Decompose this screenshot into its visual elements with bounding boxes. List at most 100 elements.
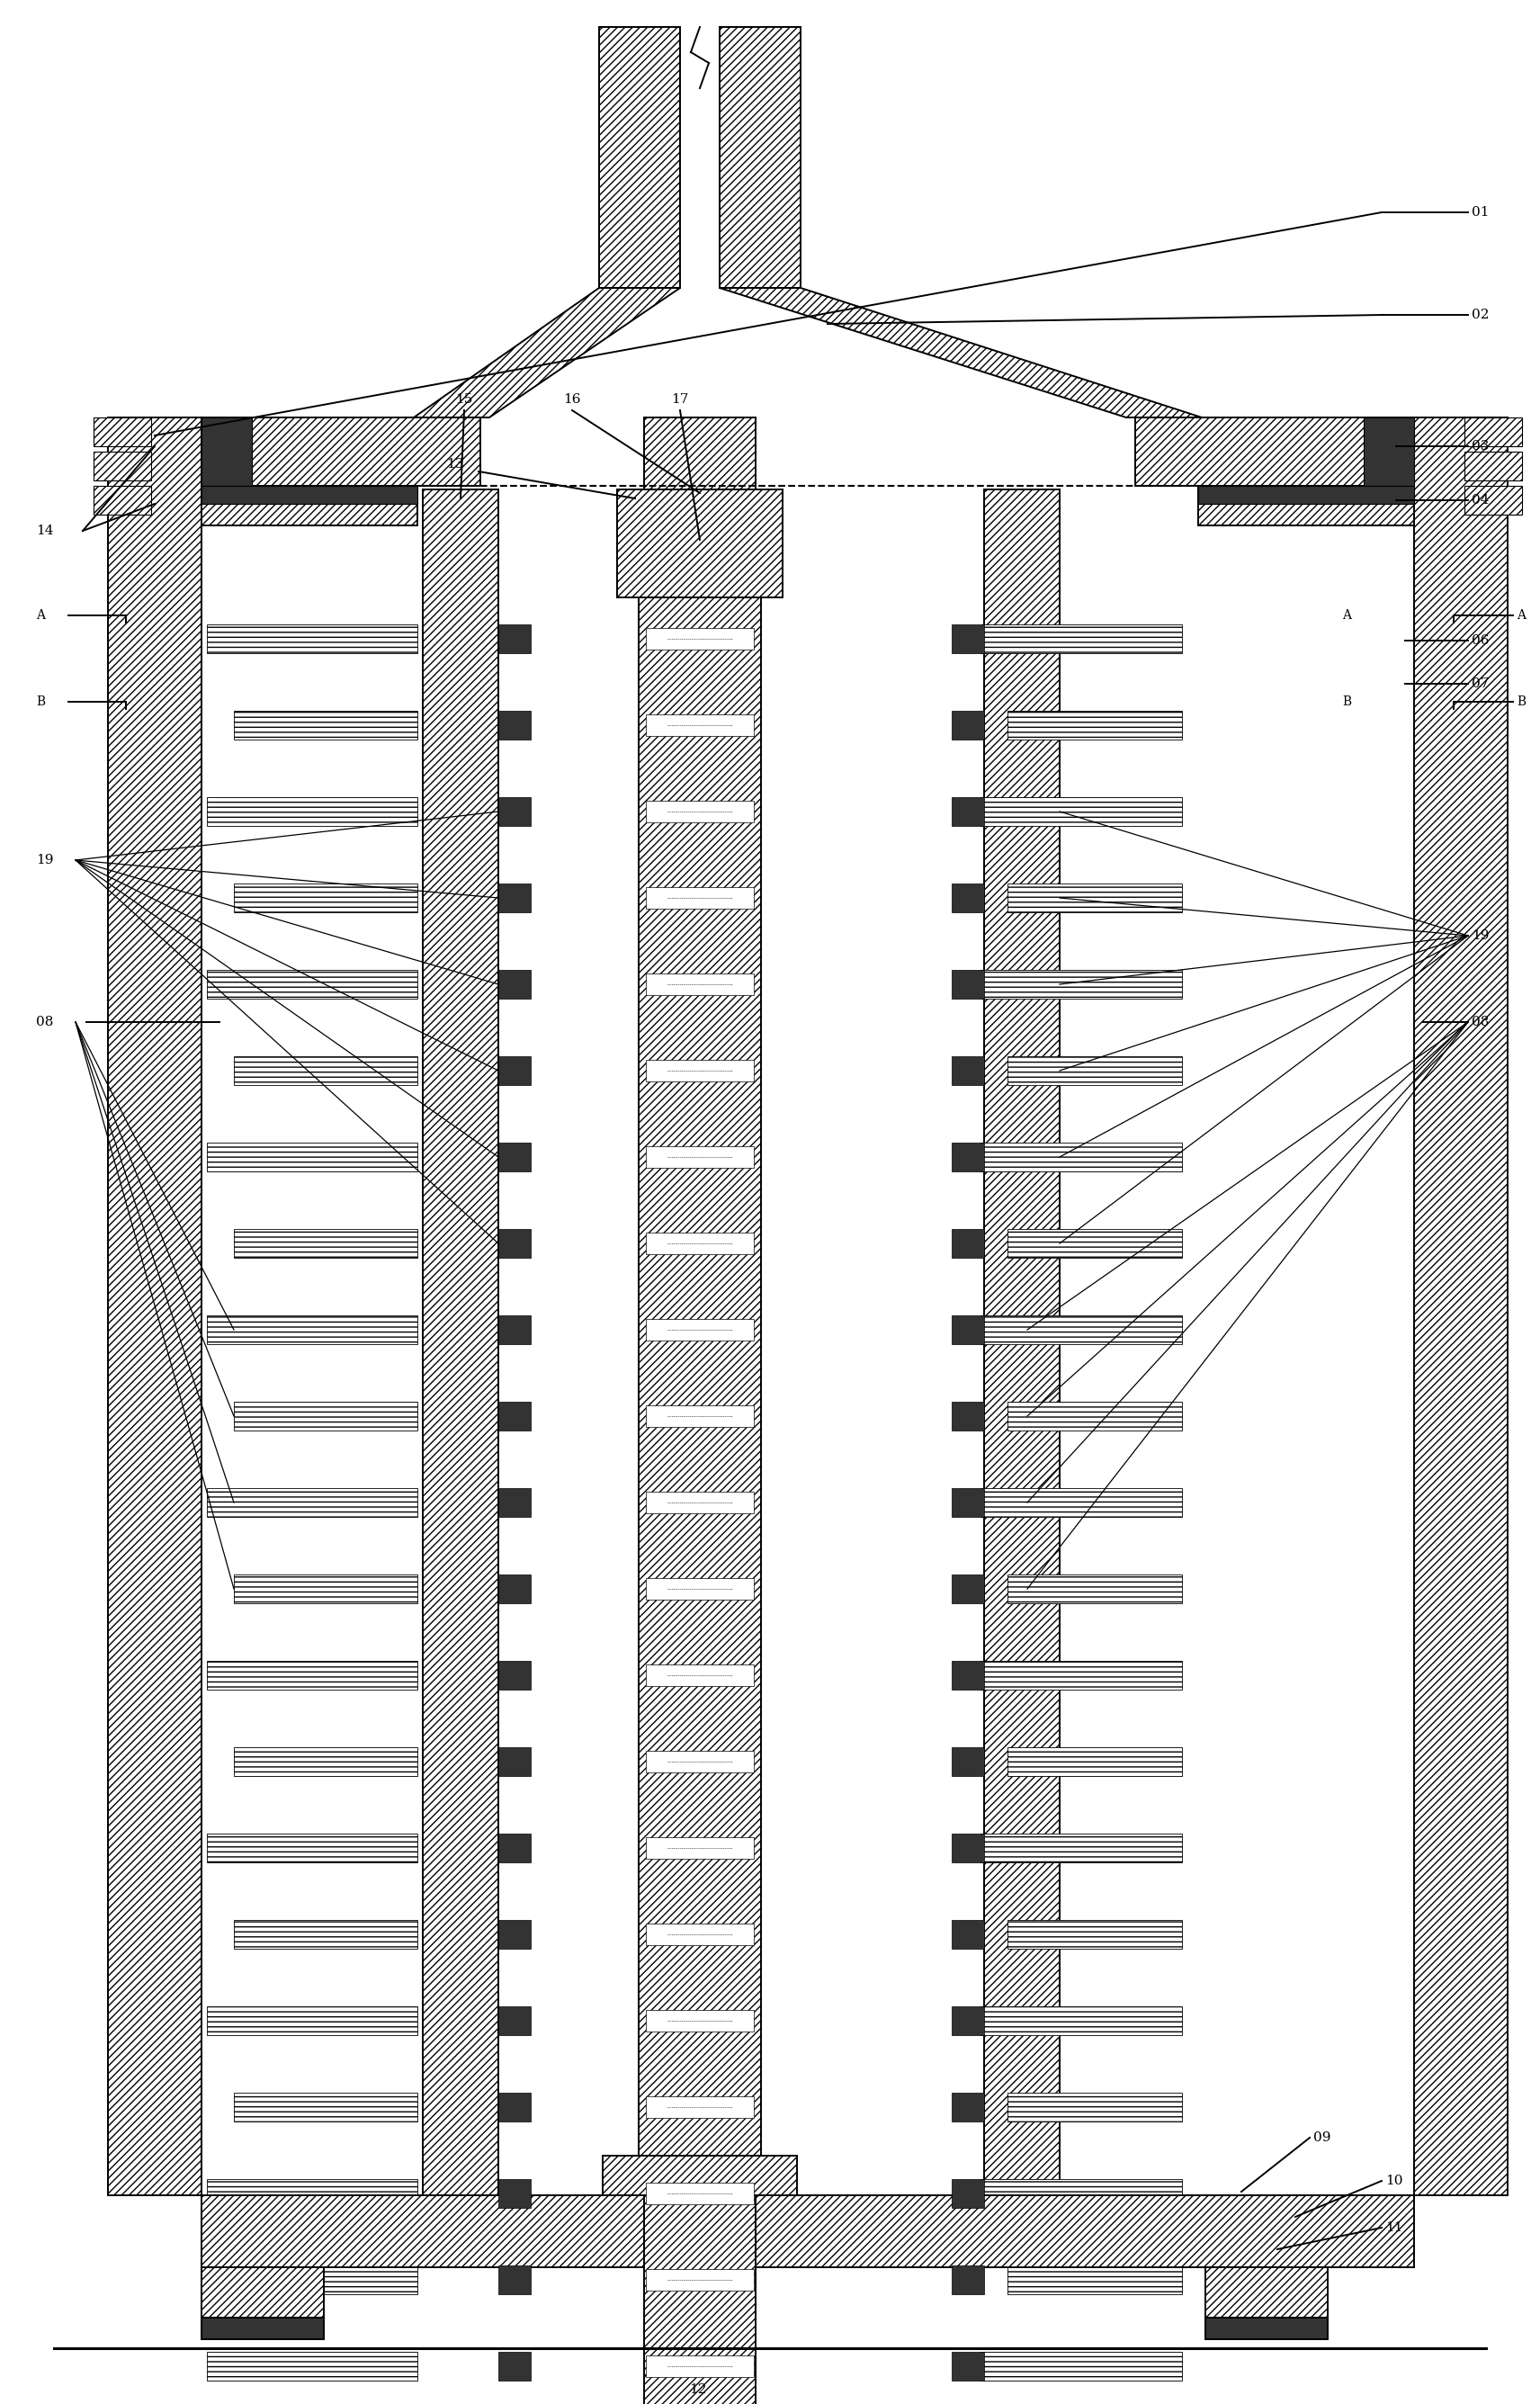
Bar [981, 1488, 1183, 1517]
Text: 19: 19 [35, 853, 54, 865]
Bar [952, 1661, 984, 1690]
Bar [206, 969, 417, 998]
Bar [424, 490, 499, 2236]
Bar [952, 2178, 984, 2207]
Bar [952, 1055, 984, 1084]
Bar [952, 1748, 984, 1777]
Bar [981, 2007, 1183, 2036]
Bar [1206, 2267, 1327, 2317]
Bar [234, 1055, 417, 1084]
Bar [952, 798, 984, 827]
Bar [234, 885, 417, 911]
Bar [202, 2195, 1414, 2267]
Bar [981, 969, 1183, 998]
Bar [952, 2007, 984, 2036]
Bar [202, 486, 417, 505]
Bar [981, 1834, 1183, 1863]
Bar [952, 885, 984, 911]
Text: B: B [1517, 695, 1526, 709]
Bar [645, 1320, 753, 1341]
Bar [202, 2267, 323, 2317]
Bar [645, 2010, 753, 2031]
Bar [645, 714, 753, 736]
Bar [645, 1923, 753, 1945]
Bar [952, 1228, 984, 1257]
Bar [645, 1406, 753, 1428]
Bar [206, 1142, 417, 1171]
Text: 03: 03 [1472, 440, 1489, 452]
Bar [952, 625, 984, 654]
Bar [1007, 1402, 1183, 1430]
Bar [499, 1228, 531, 1257]
Bar [981, 2178, 1183, 2207]
Bar [499, 2178, 531, 2207]
Text: A: A [1341, 608, 1351, 623]
Bar [206, 1315, 417, 1344]
Bar [1198, 486, 1414, 526]
Bar [1007, 1055, 1183, 1084]
Bar [952, 2094, 984, 2120]
Bar [645, 801, 753, 822]
Bar [202, 486, 417, 526]
Text: 19: 19 [1472, 930, 1489, 942]
Bar [981, 798, 1183, 827]
Bar [1007, 1228, 1183, 1257]
Bar [981, 2351, 1183, 2380]
Bar [1007, 1748, 1183, 1777]
Bar [1414, 418, 1508, 2195]
Bar [645, 2183, 753, 2204]
Text: 08: 08 [35, 1017, 54, 1029]
Bar [499, 2094, 531, 2120]
Text: 12: 12 [690, 2382, 707, 2397]
Bar [952, 2351, 984, 2380]
Bar [1007, 712, 1183, 740]
Bar [952, 1402, 984, 1430]
Text: 07: 07 [1472, 678, 1489, 690]
Bar [644, 418, 756, 490]
Bar [202, 418, 253, 486]
Bar [499, 2007, 531, 2036]
Bar [645, 1750, 753, 1772]
Bar [499, 712, 531, 740]
Bar [981, 1142, 1183, 1171]
Bar [202, 418, 480, 486]
Bar [94, 418, 151, 447]
Polygon shape [414, 288, 681, 418]
Bar [981, 1315, 1183, 1344]
Text: 10: 10 [1386, 2176, 1403, 2188]
Bar [234, 1921, 417, 1950]
Bar [952, 969, 984, 998]
Bar [981, 1661, 1183, 1690]
Bar [952, 1575, 984, 1603]
Bar [499, 1748, 531, 1777]
Bar [645, 974, 753, 995]
Bar [645, 1664, 753, 1685]
Bar [499, 1142, 531, 1171]
Bar [1364, 418, 1414, 486]
Text: 16: 16 [564, 394, 581, 406]
Bar [645, 2356, 753, 2378]
Text: 02: 02 [1472, 308, 1489, 322]
Bar [952, 1315, 984, 1344]
Text: 13: 13 [447, 457, 464, 471]
Bar [599, 26, 681, 288]
Bar [645, 2096, 753, 2118]
Bar [499, 1575, 531, 1603]
Bar [1007, 885, 1183, 911]
Bar [952, 2265, 984, 2293]
Bar [234, 2265, 417, 2293]
Bar [206, 2007, 417, 2036]
Bar [499, 1661, 531, 1690]
Bar [952, 1488, 984, 1517]
Bar [108, 418, 202, 2195]
Bar [234, 1402, 417, 1430]
Bar [618, 490, 782, 599]
Bar [206, 1488, 417, 1517]
Bar [202, 2317, 323, 2339]
Bar [645, 1233, 753, 1255]
Bar [206, 625, 417, 654]
Bar [952, 1142, 984, 1171]
Bar [984, 490, 1060, 2236]
Polygon shape [719, 288, 1201, 418]
Text: A: A [1517, 608, 1526, 623]
